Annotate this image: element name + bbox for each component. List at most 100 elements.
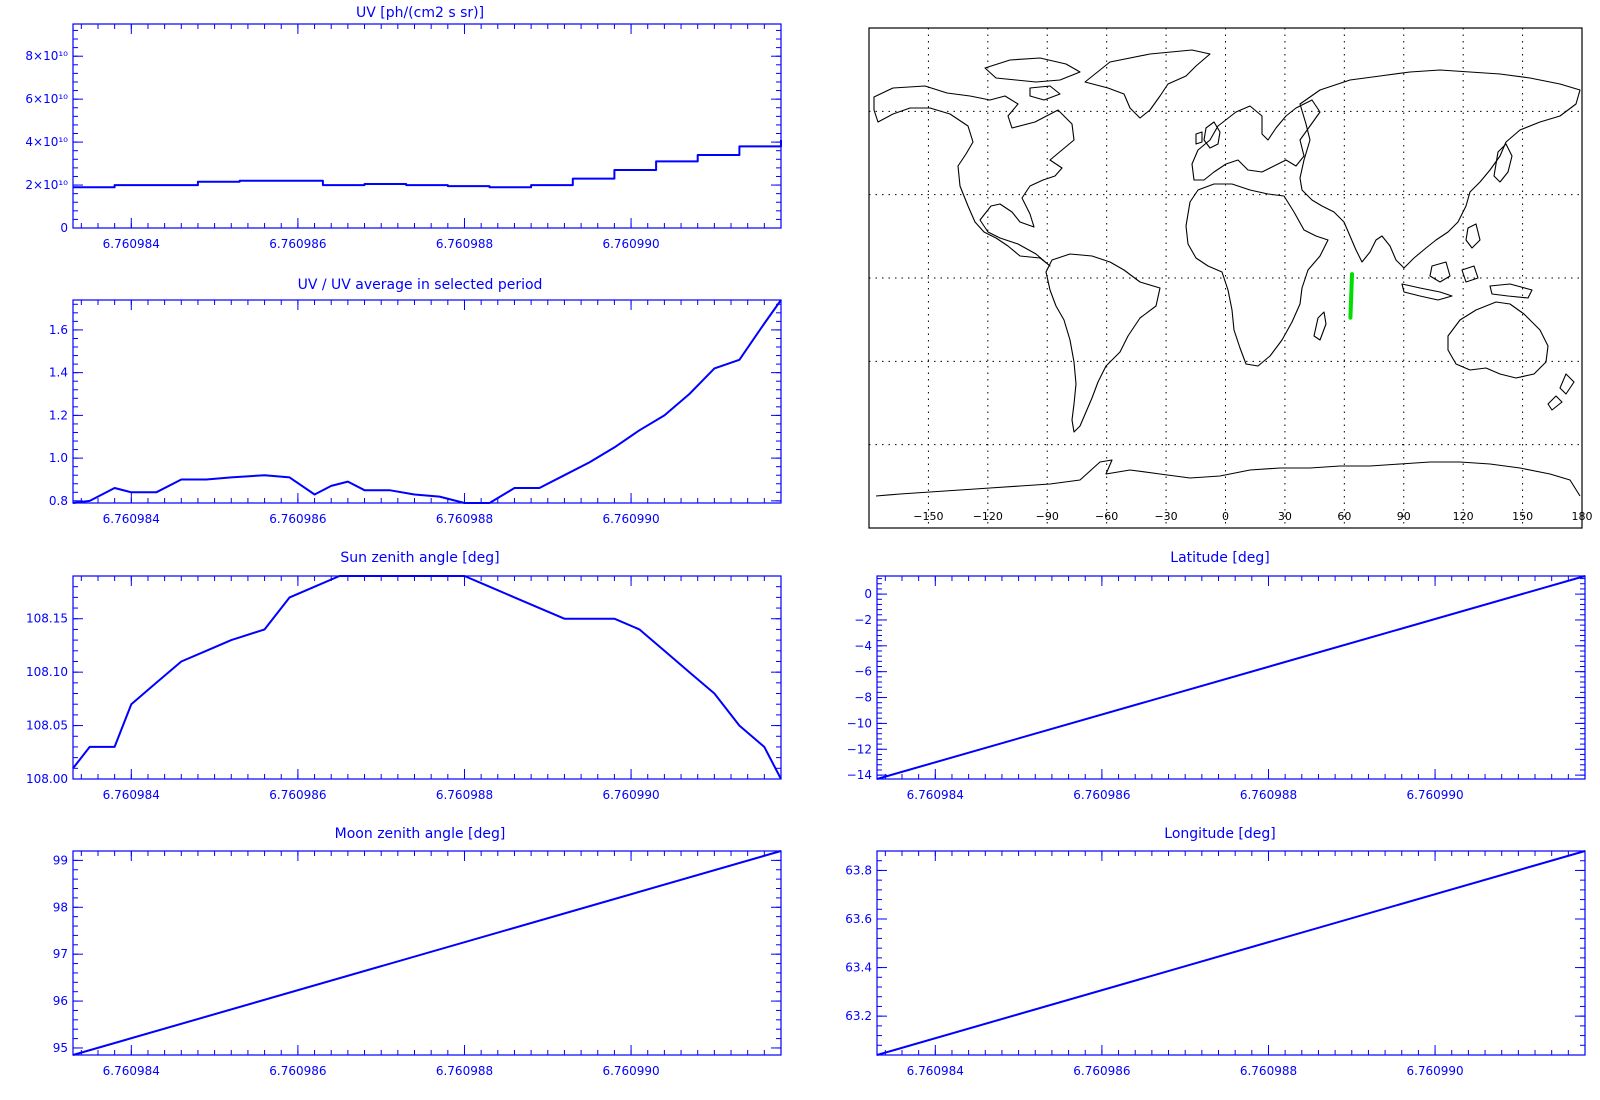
coastline-south-america — [1045, 253, 1161, 433]
ratio-x-tick-label: 6.760986 — [269, 512, 326, 526]
coastline-asia — [1299, 69, 1581, 269]
moon-zenith-plot-area: 6.760984 6.760986 6.760988 6.760990 95 96 97 98… — [53, 850, 782, 1078]
world-map: −150 −120 −90 −60 −30 0 30 60 90 120 150 180 — [868, 27, 1593, 529]
lat-x-tick-label: 6.760986 — [1073, 788, 1130, 802]
ratio-y-tick-label: 1.0 — [49, 451, 68, 465]
lat-axes-frame — [876, 575, 1586, 780]
mza-x-tick-label: 6.760988 — [436, 1064, 493, 1078]
map-longitude-labels: −150 −120 −90 −60 −30 0 30 60 90 120 150 180 — [913, 510, 1592, 523]
ratio-y-tick-label: 1.4 — [49, 366, 68, 380]
map-longitude-label: 0 — [1222, 510, 1229, 523]
coastline-madagascar — [1313, 311, 1327, 341]
uv-x-tick-label: 6.760986 — [269, 237, 326, 251]
coastline-australia — [1447, 301, 1549, 379]
lat-y-tick-label: −10 — [847, 716, 872, 730]
mza-y-tick-label: 99 — [53, 853, 68, 867]
sza-y-tick-label: 108.00 — [26, 772, 68, 786]
map-longitude-label: −150 — [913, 510, 943, 523]
orbit-track — [1348, 272, 1354, 320]
moon-zenith-chart: Moon zenith angle [deg] 6.760984 6.760986… — [53, 826, 782, 1078]
ratio-x-tick-label: 6.760990 — [602, 512, 659, 526]
mza-series-line — [72, 850, 782, 1056]
sza-axes-frame — [72, 575, 782, 780]
uv-series-line — [73, 140, 782, 189]
lat-y-tick-label: −2 — [854, 613, 872, 627]
map-longitude-label: 60 — [1337, 510, 1351, 523]
map-longitude-label: 150 — [1512, 510, 1533, 523]
uv-x-tick-label: 6.760990 — [602, 237, 659, 251]
latitude-plot-area: 6.760984 6.760986 6.760988 6.760990 0 −2 −4 −6 −… — [847, 575, 1586, 802]
uv-y-tick-label: 4×10¹⁰ — [25, 135, 68, 149]
ratio-x-tick-label: 6.760984 — [103, 512, 160, 526]
lon-x-tick-label: 6.760984 — [907, 1064, 964, 1078]
map-longitude-label: −120 — [973, 510, 1003, 523]
map-longitude-label: −60 — [1095, 510, 1118, 523]
map-longitude-label: −30 — [1154, 510, 1177, 523]
lon-axes-frame — [876, 850, 1586, 1056]
longitude-chart-title: Longitude [deg] — [1164, 826, 1275, 842]
latitude-chart-title: Latitude [deg] — [1170, 550, 1269, 566]
uv-ratio-chart: UV / UV average in selected period 6.760… — [49, 277, 782, 526]
lat-y-tick-label: −14 — [847, 768, 872, 782]
ratio-axes-frame — [72, 299, 782, 504]
latitude-chart: Latitude [deg] 6.760984 6.760986 6.760988 6… — [847, 550, 1586, 802]
map-frame — [868, 27, 1583, 529]
moon-zenith-chart-title: Moon zenith angle [deg] — [335, 826, 506, 842]
lat-y-tick-label: −12 — [847, 742, 872, 756]
ratio-x-tick-label: 6.760988 — [436, 512, 493, 526]
mza-y-tick-label: 98 — [53, 900, 68, 914]
map-longitude-label: 30 — [1278, 510, 1292, 523]
uv-ratio-chart-title: UV / UV average in selected period — [298, 277, 543, 293]
ratio-y-tick-label: 1.6 — [49, 323, 68, 337]
lat-y-tick-label: −6 — [854, 665, 872, 679]
sza-x-tick-label: 6.760986 — [269, 788, 326, 802]
ratio-y-tick-label: 1.2 — [49, 408, 68, 422]
map-longitude-label: 120 — [1453, 510, 1474, 523]
lat-x-tick-label: 6.760990 — [1406, 788, 1463, 802]
map-longitude-label: 90 — [1397, 510, 1411, 523]
coastline-new-zealand — [1547, 373, 1575, 411]
lon-y-tick-label: 63.6 — [845, 912, 872, 926]
lon-x-tick-label: 6.760986 — [1073, 1064, 1130, 1078]
lat-y-tick-label: 0 — [864, 587, 872, 601]
uv-axes-frame — [72, 23, 782, 229]
lon-x-tick-label: 6.760988 — [1240, 1064, 1297, 1078]
sza-y-tick-label: 108.05 — [26, 719, 68, 733]
sun-zenith-chart-title: Sun zenith angle [deg] — [340, 550, 499, 566]
lat-y-tick-label: −4 — [854, 639, 872, 653]
lon-y-tick-label: 63.4 — [845, 961, 872, 975]
lat-x-tick-label: 6.760988 — [1240, 788, 1297, 802]
uv-y-tick-label: 6×10¹⁰ — [25, 92, 68, 106]
coastline-british-isles — [1195, 121, 1221, 149]
sza-x-tick-label: 6.760984 — [103, 788, 160, 802]
sza-x-tick-label: 6.760988 — [436, 788, 493, 802]
coastline-antarctica — [875, 459, 1581, 497]
lat-x-tick-label: 6.760984 — [907, 788, 964, 802]
lon-y-tick-label: 63.8 — [845, 863, 872, 877]
uv-y-tick-label: 0 — [60, 221, 68, 235]
sza-y-tick-label: 108.10 — [26, 665, 68, 679]
ratio-series-line — [72, 299, 782, 504]
mza-axes-frame — [72, 850, 782, 1056]
sza-series-line — [72, 575, 782, 780]
coastline-north-america — [873, 85, 1075, 267]
coastline-indonesia — [1401, 223, 1533, 301]
sun-zenith-chart: Sun zenith angle [deg] 6.760984 6.760986 6… — [26, 550, 782, 802]
sza-y-tick-label: 108.15 — [26, 612, 68, 626]
mza-x-tick-label: 6.760984 — [103, 1064, 160, 1078]
map-grid — [869, 28, 1582, 528]
uv-plot-area: 6.760984 6.760986 6.760988 6.760990 0 2×10¹⁰ 4… — [25, 23, 782, 251]
sza-x-tick-label: 6.760990 — [602, 788, 659, 802]
lat-series-line — [876, 575, 1586, 780]
lon-series-line — [876, 850, 1586, 1056]
coastline-arctic-islands — [984, 57, 1081, 101]
uv-chart: UV [ph/(cm2 s sr)] 6.760984 6.760986 6.760… — [25, 5, 782, 251]
map-longitude-label: −90 — [1036, 510, 1059, 523]
mza-y-tick-label: 96 — [53, 994, 68, 1008]
ratio-y-tick-label: 0.8 — [49, 494, 68, 508]
uv-ratio-plot-area: 6.760984 6.760986 6.760988 6.760990 0.8 1.0 1.… — [49, 299, 782, 526]
mza-y-tick-label: 95 — [53, 1041, 68, 1055]
uv-chart-title: UV [ph/(cm2 s sr)] — [356, 5, 484, 21]
longitude-plot-area: 6.760984 6.760986 6.760988 6.760990 63.2 63.4… — [845, 850, 1586, 1078]
